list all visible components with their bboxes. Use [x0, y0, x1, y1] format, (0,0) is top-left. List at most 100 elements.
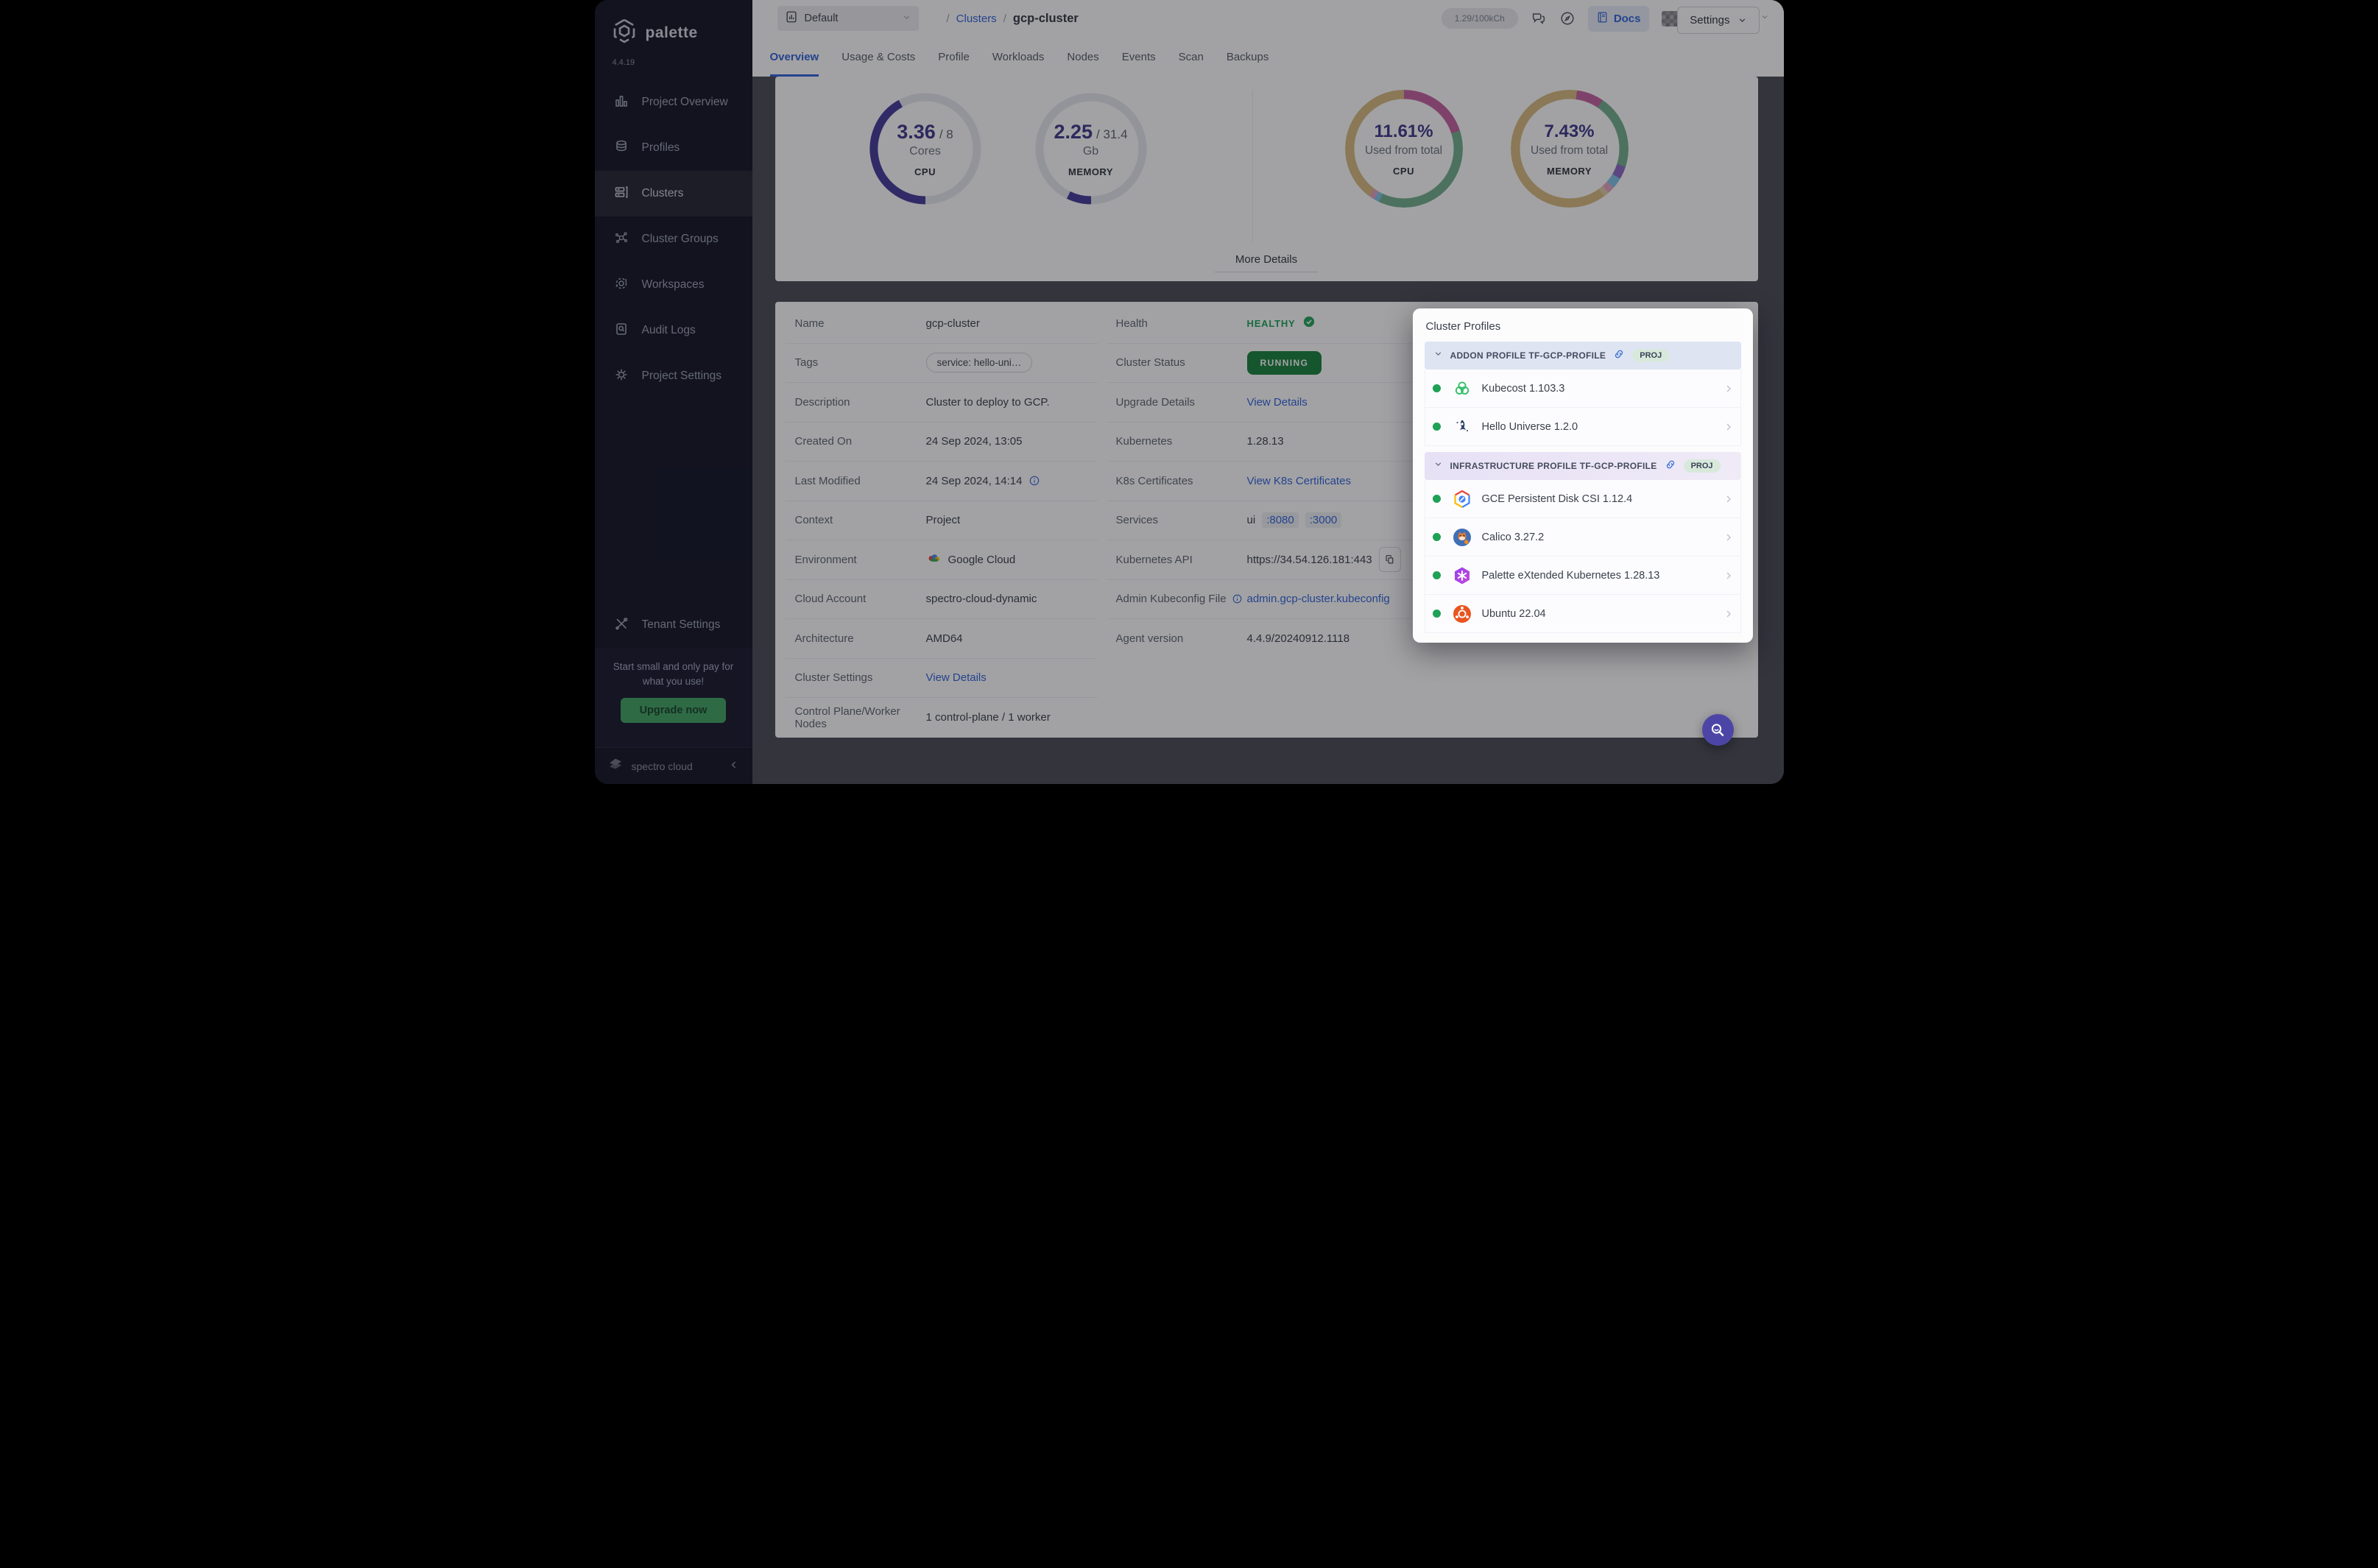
upgrade-promo: Start small and only pay for what you us… [594, 648, 752, 747]
copy-icon [1386, 555, 1393, 564]
sidebar-item-project-settings[interactable]: Project Settings [595, 353, 752, 399]
audit-logs-icon [614, 322, 629, 340]
sidebar-footer: spectro cloud [594, 747, 752, 784]
feedback-chat-button[interactable] [1531, 10, 1547, 27]
tab-nodes[interactable]: Nodes [1067, 37, 1098, 77]
tab-scan[interactable]: Scan [1179, 37, 1204, 77]
cpu-unit: Cores [909, 144, 941, 158]
cpu-usage-percent: 11.61% [1374, 121, 1433, 141]
tab-usage-costs[interactable]: Usage & Costs [842, 37, 915, 77]
page-title: gcp-cluster [1012, 11, 1079, 25]
service-port-3000-link[interactable]: :3000 [1305, 512, 1342, 529]
sidebar-item-label: Project Settings [641, 370, 722, 382]
detail-row-upgrade-details: Upgrade Details View Details [1106, 383, 1419, 423]
kubeconfig-download-link[interactable]: admin.gcp-cluster.kubeconfig [1246, 593, 1390, 606]
memory-gauge-label: MEMORY [1068, 166, 1114, 177]
breadcrumb-clusters-link[interactable]: Clusters [956, 12, 997, 25]
calico-icon [1453, 528, 1472, 547]
gce-disk-icon [1453, 490, 1472, 509]
brand-name: palette [645, 24, 698, 41]
promo-text: Start small and only pay for what you us… [613, 661, 734, 687]
detail-row-description: Description Cluster to deploy to GCP. [785, 383, 1098, 423]
detail-row-cloud-account: Cloud Account spectro-cloud-dynamic [785, 580, 1098, 619]
chevron-down-icon [902, 13, 911, 25]
tab-backups[interactable]: Backups [1227, 37, 1269, 77]
metrics-card: 3.36 / 8 Cores CPU 2.25 / 31.4 [775, 77, 1758, 281]
metrics-divider [1252, 90, 1253, 243]
detail-row-services: Services ui :8080 :3000 [1106, 501, 1419, 540]
detail-row-architecture: Architecture AMD64 [785, 619, 1098, 659]
link-icon [1665, 459, 1676, 474]
sidebar-item-tenant-settings[interactable]: Tenant Settings [595, 602, 752, 648]
detail-row-name: Name gcp-cluster [785, 304, 1098, 344]
sidebar-item-profiles[interactable]: Profiles [595, 125, 752, 171]
layer-status-dot [1432, 610, 1441, 618]
sidebar-item-cluster-groups[interactable]: Cluster Groups [595, 216, 752, 262]
sidebar-item-audit-logs[interactable]: Audit Logs [595, 308, 752, 353]
chevron-down-icon [1433, 349, 1443, 362]
help-compass-button[interactable] [1559, 10, 1576, 27]
cluster-groups-icon [614, 230, 629, 249]
breadcrumb-separator: / [946, 12, 950, 25]
layer-status-dot [1432, 384, 1441, 392]
more-details-button[interactable]: More Details [1214, 247, 1319, 272]
docs-button[interactable]: Docs [1587, 5, 1649, 32]
settings-dropdown-button[interactable]: Settings [1677, 7, 1760, 34]
info-icon[interactable] [1232, 593, 1243, 604]
settings-label: Settings [1690, 14, 1730, 27]
sidebar: palette 4.4.19 Project Overview Pr [594, 0, 752, 784]
infrastructure-profile-header[interactable]: INFRASTRUCTURE PROFILE TF-GCP-PROFILE PR… [1424, 452, 1741, 480]
status-badge[interactable]: RUNNING [1246, 350, 1322, 375]
sidebar-item-clusters[interactable]: Clusters [594, 171, 752, 216]
sidebar-item-label: Clusters [641, 187, 684, 199]
sidebar-item-project-overview[interactable]: Project Overview [595, 80, 752, 125]
memory-gauge: 2.25 / 31.4 Gb MEMORY [1032, 90, 1150, 208]
tab-overview[interactable]: Overview [769, 37, 819, 77]
profile-layer-gce-disk[interactable]: GCE Persistent Disk CSI 1.12.4 [1424, 480, 1741, 518]
chevron-down-icon [1433, 459, 1443, 473]
info-icon[interactable] [1029, 475, 1040, 487]
tenant-settings-icon [614, 616, 629, 635]
detail-row-kubernetes: Kubernetes 1.28.13 [1106, 423, 1419, 462]
detail-row-health: Health HEALTHY [1106, 304, 1419, 344]
search-icon [1711, 723, 1724, 736]
memory-unit: Gb [1082, 144, 1099, 158]
view-k8s-certificates-link[interactable]: View K8s Certificates [1246, 474, 1351, 487]
sidebar-item-workspaces[interactable]: Workspaces [595, 262, 752, 308]
addon-profile-header[interactable]: ADDON PROFILE TF-GCP-PROFILE PROJ [1424, 342, 1741, 370]
profile-layer-hello-universe[interactable]: Hello Universe 1.2.0 [1424, 408, 1741, 446]
profile-layer-ubuntu[interactable]: Ubuntu 22.04 [1424, 595, 1741, 633]
sidebar-item-label: Audit Logs [641, 324, 696, 336]
check-circle-icon [1302, 315, 1316, 331]
collapse-sidebar-icon[interactable] [729, 758, 739, 774]
cluster-tabs: Overview Usage & Costs Profile Workloads… [752, 37, 1784, 77]
profile-layer-kubecost[interactable]: Kubecost 1.103.3 [1424, 370, 1741, 408]
chevron-right-icon [1723, 570, 1735, 582]
profile-layer-palette-k8s[interactable]: Palette eXtended Kubernetes 1.28.13 [1424, 557, 1741, 595]
upgrade-view-details-link[interactable]: View Details [1246, 395, 1308, 409]
memory-usage-caption: Used from total [1530, 144, 1609, 157]
book-icon [1596, 11, 1609, 27]
layer-status-dot [1432, 495, 1441, 503]
cpu-usage-ring: 11.61% Used from total CPU [1344, 90, 1463, 208]
chat-icon [1532, 13, 1542, 23]
service-port-8080-link[interactable]: :8080 [1262, 512, 1299, 529]
tag-pill[interactable]: service: hello-uni… [925, 353, 1033, 373]
profile-layer-calico[interactable]: Calico 3.27.2 [1424, 518, 1741, 557]
copy-api-button[interactable] [1378, 547, 1401, 573]
tab-profile[interactable]: Profile [938, 37, 970, 77]
scope-badge: PROJ [1632, 349, 1670, 362]
project-selector[interactable]: Default [777, 6, 919, 31]
tab-workloads[interactable]: Workloads [992, 37, 1045, 77]
sidebar-item-label: Project Overview [641, 96, 728, 108]
health-status: HEALTHY [1246, 317, 1296, 329]
breadcrumb: / Clusters / gcp-cluster [947, 12, 1079, 26]
details-right-column: Health HEALTHY Cluster Status RUNNING Up… [1106, 304, 1419, 738]
cluster-settings-view-details-link[interactable]: View Details [925, 671, 987, 685]
tab-events[interactable]: Events [1122, 37, 1156, 77]
upgrade-now-button[interactable]: Upgrade now [620, 698, 727, 723]
search-fab-button[interactable] [1701, 714, 1734, 746]
panel-title: Cluster Profiles [1425, 320, 1501, 333]
chevron-right-icon [1723, 493, 1735, 505]
cpu-used-value: 3.36 [897, 120, 936, 143]
